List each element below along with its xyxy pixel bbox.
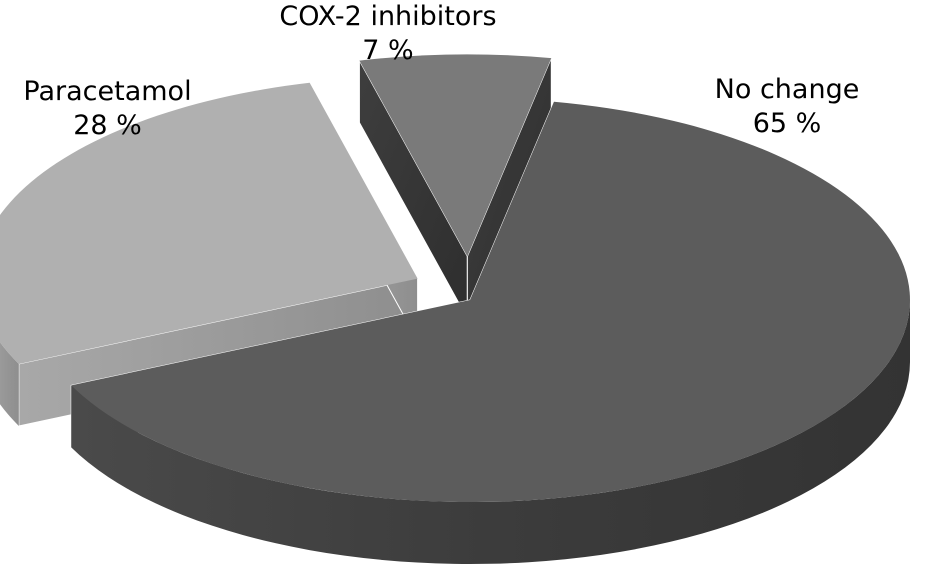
- label-paracetamol: Paracetamol 28 %: [0, 75, 215, 143]
- label-cox2-name: COX-2 inhibitors: [279, 1, 497, 32]
- slice-cox2: [358, 54, 552, 319]
- slice-paracetamol-outer-wall: [0, 342, 19, 426]
- label-no-change: No change 65 %: [692, 73, 882, 141]
- slice-no-change-outer-wall: [71, 300, 911, 564]
- slice-paracetamol-top: [0, 82, 418, 364]
- slice-cox2-top: [359, 54, 552, 257]
- label-no-change-value: 65 %: [752, 108, 822, 139]
- label-paracetamol-value: 28 %: [73, 110, 142, 141]
- slice-no-change: [70, 101, 911, 564]
- label-no-change-name: No change: [714, 74, 860, 105]
- label-cox2-value: 7 %: [362, 35, 414, 66]
- label-paracetamol-name: Paracetamol: [23, 76, 192, 107]
- slice-no-change-top: [71, 101, 910, 502]
- label-cox2: COX-2 inhibitors 7 %: [248, 0, 528, 68]
